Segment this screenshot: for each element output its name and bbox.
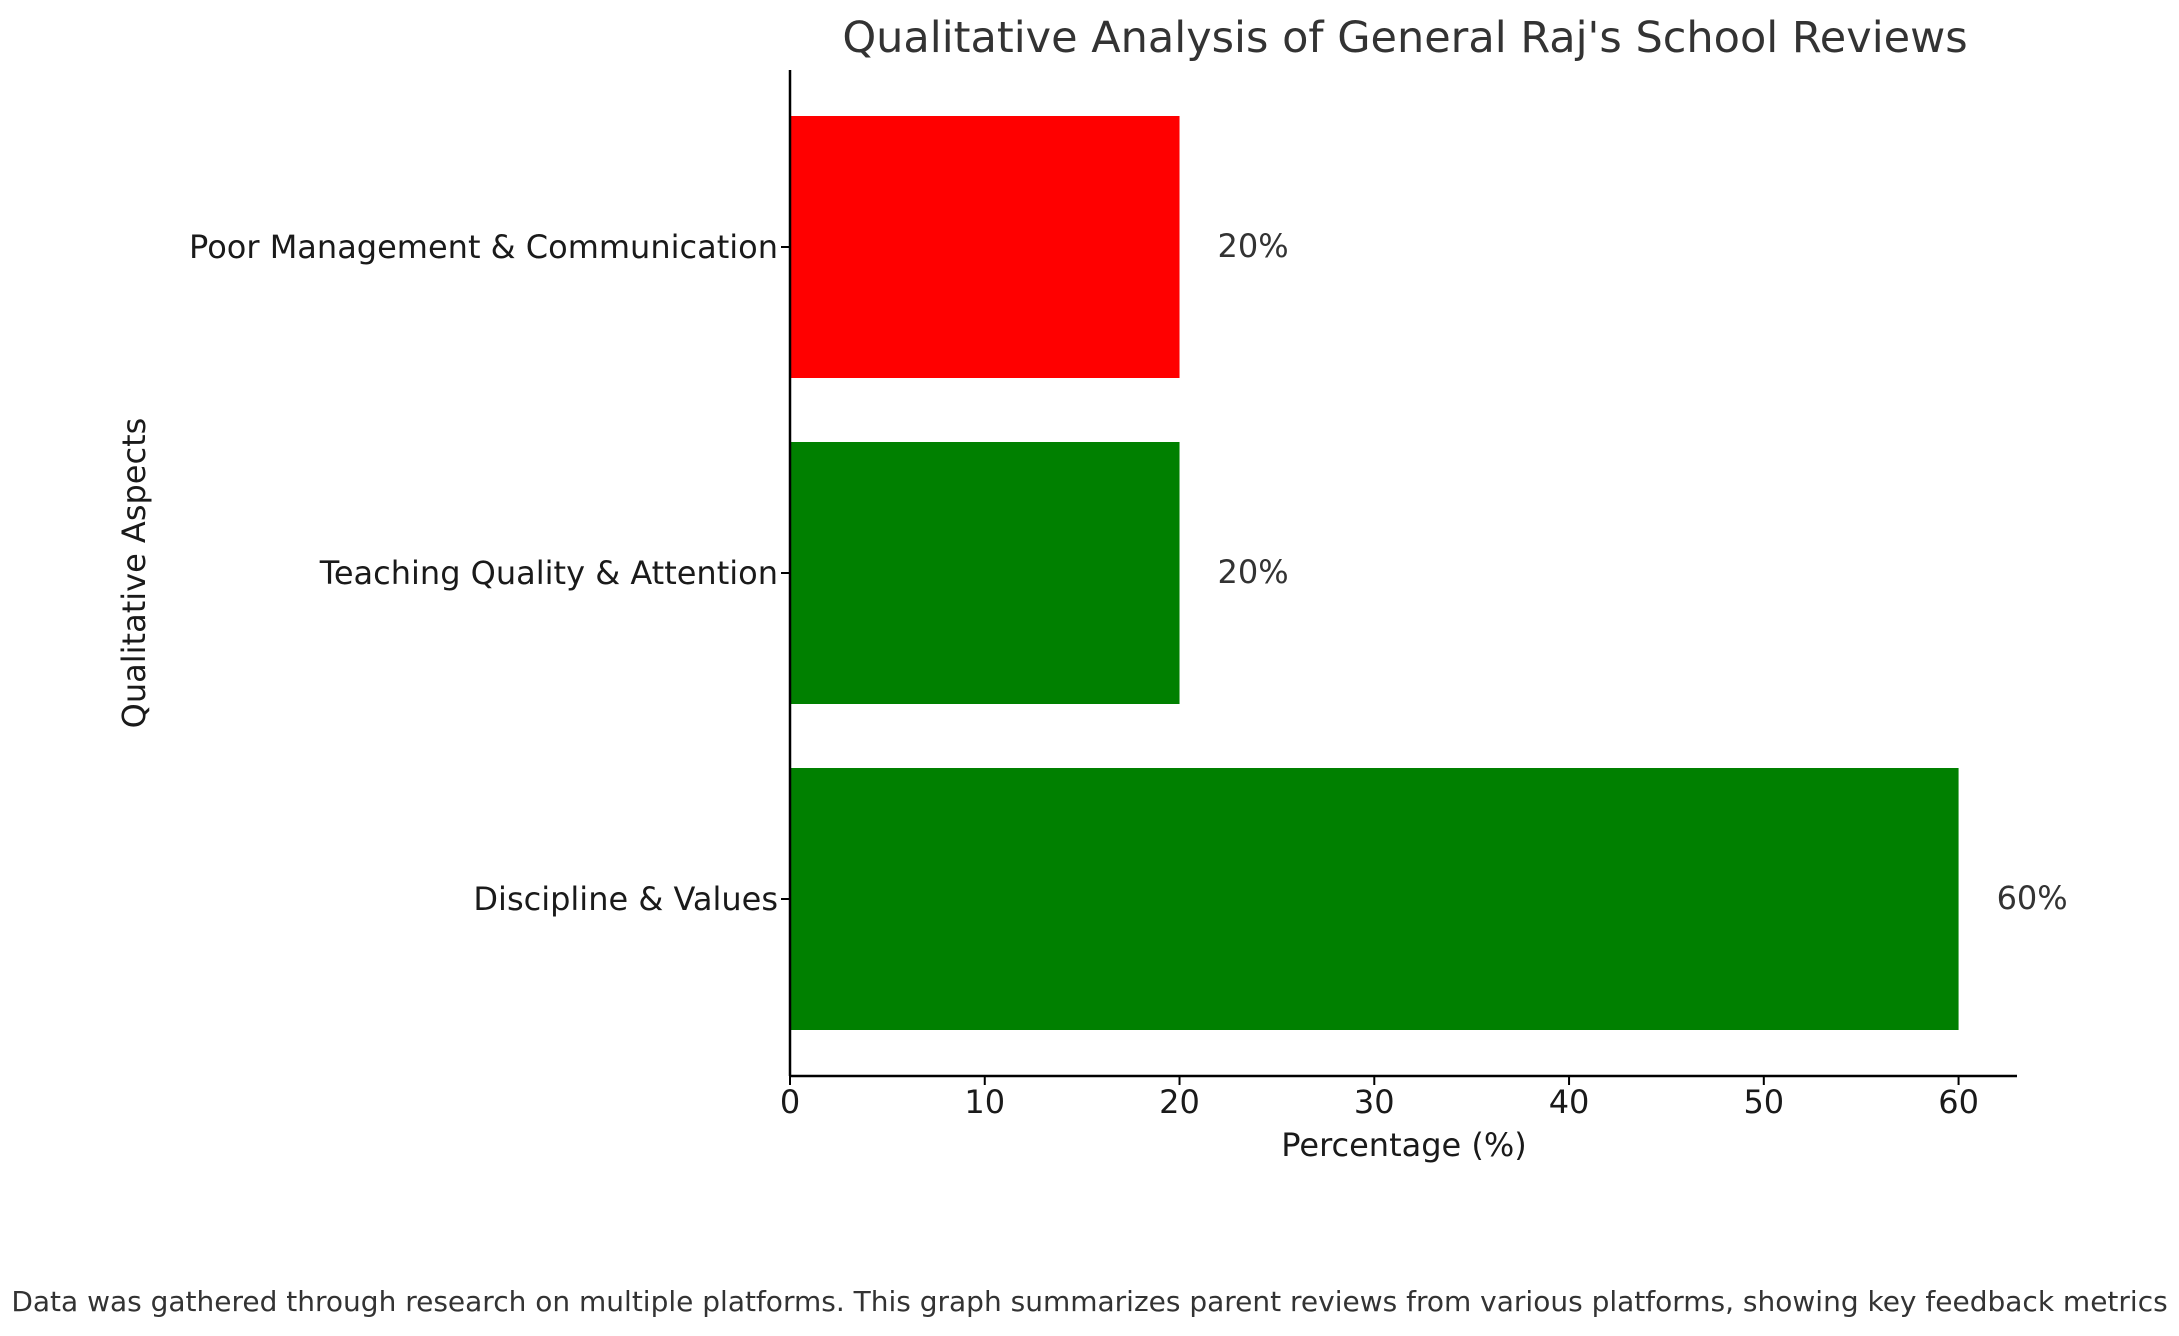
bar-poor-management-communication — [790, 116, 1180, 378]
y-tick-label-discipline-values: Discipline & Values — [473, 880, 778, 918]
x-tick-label-20: 20 — [1159, 1083, 1200, 1121]
bar-value-label-poor-management-communication: 20% — [1218, 227, 1289, 265]
bar-value-label-teaching-quality-attention: 20% — [1218, 553, 1289, 591]
bars-group — [790, 116, 1959, 1030]
x-tick-label-10: 10 — [964, 1083, 1005, 1121]
y-tick-label-teaching-quality-attention: Teaching Quality & Attention — [319, 554, 778, 592]
bar-discipline-values — [790, 768, 1959, 1030]
bar-value-labels: 60% 20% 20% — [1218, 227, 2068, 917]
x-tick-label-50: 50 — [1743, 1083, 1784, 1121]
x-tick-label-30: 30 — [1354, 1083, 1395, 1121]
x-tick-label-40: 40 — [1549, 1083, 1590, 1121]
y-axis-ticks: Discipline & Values Teaching Quality & At… — [189, 228, 790, 918]
bar-value-label-discipline-values: 60% — [1997, 879, 2068, 917]
y-axis-label: Qualitative Aspects — [115, 418, 153, 729]
chart-title: Qualitative Analysis of General Raj's Sc… — [842, 13, 1967, 63]
y-tick-label-poor-management-communication: Poor Management & Communication — [189, 228, 778, 266]
x-axis-ticks: 0 10 20 30 40 50 60 — [780, 1076, 1979, 1121]
x-axis-label: Percentage (%) — [1281, 1126, 1527, 1164]
x-tick-label-60: 60 — [1938, 1083, 1979, 1121]
x-tick-label-0: 0 — [780, 1083, 800, 1121]
chart-caption: Data was gathered through research on mu… — [11, 1285, 2168, 1318]
bar-teaching-quality-attention — [790, 442, 1180, 704]
